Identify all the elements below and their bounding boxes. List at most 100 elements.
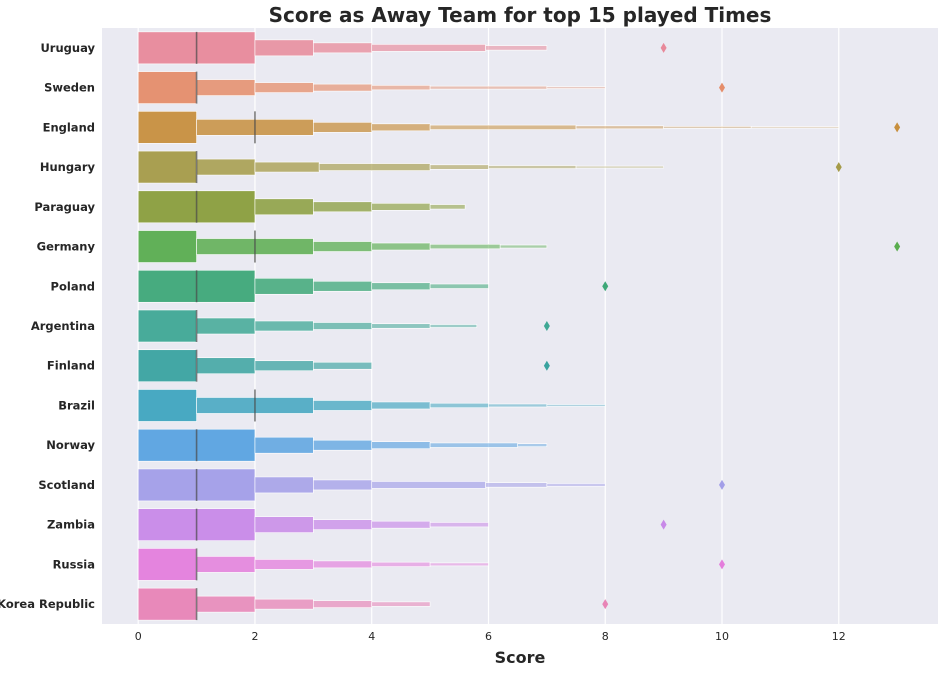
boxen-korea-republic: [137, 587, 609, 621]
boxen-box: [313, 600, 373, 608]
boxen-sweden: [137, 71, 725, 104]
boxen-box: [196, 158, 256, 176]
y-tick-label: Hungary: [40, 160, 96, 174]
boxen-box: [371, 561, 431, 567]
outlier-point: [718, 559, 725, 570]
boxen-box: [371, 123, 431, 132]
boxen-box: [429, 442, 518, 448]
boxen-box: [137, 309, 197, 343]
outlier-point: [543, 360, 550, 371]
boxen-box: [196, 357, 256, 375]
y-tick-label: Russia: [53, 557, 95, 571]
x-axis-label: Score: [494, 648, 546, 667]
y-tick-label: Scotland: [38, 478, 95, 492]
boxen-box: [371, 282, 431, 291]
x-tick-label: 0: [135, 630, 142, 643]
boxen-hungary: [137, 150, 842, 184]
boxen-box: [488, 403, 548, 408]
chart-title: Score as Away Team for top 15 played Tim…: [268, 3, 772, 27]
boxen-box: [137, 349, 197, 383]
boxen-germany: [137, 230, 901, 263]
boxen-box: [575, 125, 664, 130]
boxen-box: [313, 280, 373, 292]
boxen-box: [313, 241, 373, 252]
outlier-point: [602, 599, 609, 610]
boxen-brazil: [137, 389, 606, 422]
boxen-box: [663, 126, 752, 129]
y-tick-label: Argentina: [31, 319, 95, 333]
boxen-england: [137, 111, 901, 144]
boxen-box: [371, 520, 431, 529]
boxen-box: [137, 230, 197, 263]
y-tick-label: Germany: [37, 240, 96, 254]
y-tick-labels: Uruguay Sweden England Hungary Paraguay Germa…: [0, 41, 95, 611]
boxen-box: [196, 595, 256, 613]
x-tick-label: 2: [251, 630, 258, 643]
boxen-box: [313, 83, 373, 92]
boxen-box: [196, 556, 256, 573]
boxen-box: [254, 161, 320, 173]
y-tick-label: Sweden: [44, 81, 95, 95]
boxen-box: [137, 389, 197, 422]
x-tick-label: 10: [715, 630, 729, 643]
outlier-point: [543, 321, 550, 331]
boxen-box: [429, 124, 577, 130]
boxen-box: [254, 436, 314, 454]
y-tick-label: Uruguay: [40, 41, 95, 55]
y-tick-label: England: [43, 120, 95, 134]
boxen-box: [254, 277, 314, 295]
boxen-box: [429, 562, 489, 567]
boxen-paraguay: [137, 190, 466, 224]
boxen-box: [313, 400, 373, 411]
y-tick-label: Poland: [51, 279, 95, 293]
boxen-scotland: [137, 468, 725, 502]
boxen-zambia: [137, 508, 667, 541]
boxen-box: [429, 243, 501, 250]
outlier-point: [718, 82, 725, 93]
y-tick-label: Finland: [47, 359, 95, 373]
y-tick-label: Paraguay: [34, 200, 95, 214]
boxen-box: [137, 111, 197, 144]
boxen-russia: [137, 548, 725, 581]
outlier-point: [718, 479, 725, 490]
boxen-box: [137, 587, 197, 621]
boxen-uruguay: [137, 31, 667, 65]
boxen-box: [371, 401, 431, 410]
boxen-box: [196, 79, 256, 96]
boxen-box: [313, 361, 373, 370]
y-tick-label: Korea Republic: [0, 597, 95, 611]
boxen-box: [371, 242, 431, 251]
boxen-box: [429, 283, 489, 289]
boxen-box: [546, 404, 606, 407]
boxen-box: [254, 82, 314, 93]
boxen-box: [429, 324, 478, 328]
y-tick-label: Brazil: [58, 398, 95, 412]
outlier-point: [835, 162, 842, 173]
boxen-box: [313, 479, 373, 491]
boxen-box: [371, 601, 431, 607]
boxen-box: [137, 71, 197, 104]
boxen-box: [429, 85, 548, 90]
boxen-box: [517, 443, 548, 448]
boxen-box: [313, 322, 373, 330]
outlier-point: [602, 281, 609, 292]
boxen-box: [429, 522, 489, 528]
x-tick-label: 4: [368, 630, 375, 643]
boxen-box: [313, 201, 373, 213]
boxen-box: [499, 244, 548, 249]
boxen-finland: [137, 349, 550, 383]
boxen-box: [313, 560, 373, 569]
boxen-box: [137, 150, 197, 184]
boxen-box: [429, 164, 489, 170]
boxen-box: [485, 482, 548, 488]
boxen-box: [313, 122, 373, 133]
boxen-box: [575, 165, 664, 169]
boxen-box: [371, 44, 486, 52]
boxen-box: [488, 165, 577, 169]
boxen-box: [371, 85, 431, 91]
boxen-box: [371, 203, 431, 211]
boxen-box: [371, 441, 431, 450]
x-tick-label: 8: [602, 630, 609, 643]
